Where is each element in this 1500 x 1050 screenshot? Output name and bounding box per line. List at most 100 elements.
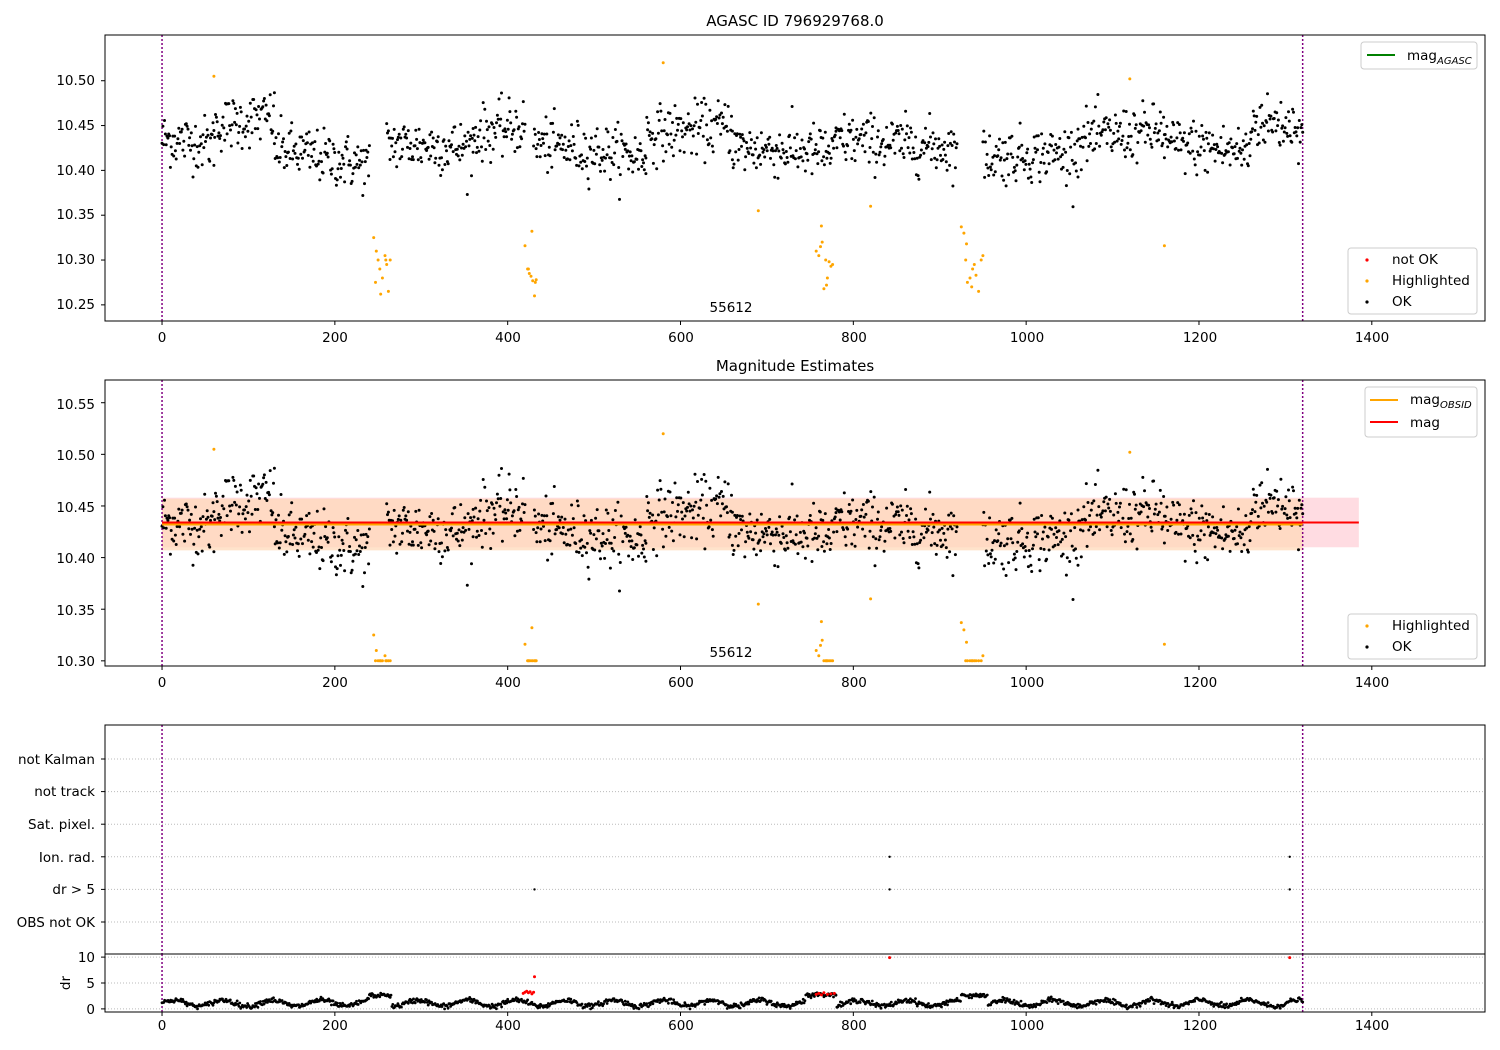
ok-point bbox=[894, 131, 898, 135]
ok-point bbox=[881, 138, 885, 141]
ok-point bbox=[1133, 113, 1136, 117]
ok-point bbox=[1128, 502, 1131, 506]
ok-point bbox=[561, 532, 564, 536]
highlighted-point bbox=[817, 654, 821, 658]
ok-point bbox=[202, 529, 206, 533]
highlighted-point bbox=[962, 231, 966, 235]
ok-point bbox=[605, 538, 609, 542]
ok-point bbox=[513, 150, 517, 153]
highlighted-point bbox=[374, 249, 378, 253]
ok-point bbox=[440, 541, 443, 545]
ok-point bbox=[1170, 140, 1174, 144]
ok-point bbox=[540, 132, 544, 136]
ok-point bbox=[1024, 162, 1028, 166]
ok-point bbox=[778, 515, 782, 519]
ok-point bbox=[696, 513, 700, 517]
ok-point bbox=[737, 532, 741, 535]
ok-point bbox=[262, 473, 266, 477]
ok-point bbox=[282, 552, 286, 556]
ok-point bbox=[551, 512, 555, 516]
ok-point bbox=[567, 139, 571, 143]
ok-point bbox=[355, 549, 359, 553]
dr-not-ok-point bbox=[825, 992, 829, 996]
dr-point bbox=[1296, 999, 1299, 1003]
ok-point bbox=[652, 526, 656, 530]
ok-point bbox=[440, 555, 444, 559]
dr-point bbox=[779, 1005, 783, 1009]
ok-point bbox=[548, 539, 552, 543]
mag-xtick-label: 600 bbox=[668, 675, 694, 691]
ok-point bbox=[1287, 119, 1291, 123]
ok-point bbox=[299, 537, 303, 541]
ok-point bbox=[393, 150, 397, 154]
ok-point bbox=[725, 124, 728, 128]
ok-point bbox=[668, 490, 672, 494]
ok-point bbox=[1021, 542, 1025, 546]
ok-point bbox=[633, 136, 637, 140]
ok-point bbox=[847, 503, 851, 506]
ok-point bbox=[1017, 529, 1021, 533]
ok-point bbox=[1073, 526, 1077, 530]
ok-point bbox=[902, 541, 906, 545]
ok-point bbox=[214, 115, 218, 119]
ok-point bbox=[360, 160, 364, 164]
ok-point bbox=[832, 146, 836, 150]
ok-point bbox=[1248, 154, 1252, 158]
ok-point bbox=[1229, 137, 1233, 141]
ok-point bbox=[616, 500, 620, 504]
ok-point bbox=[816, 548, 820, 552]
dr-point bbox=[757, 996, 761, 1000]
ok-point bbox=[346, 135, 350, 138]
ok-point bbox=[1076, 508, 1080, 512]
ok-point bbox=[878, 150, 882, 154]
ok-point bbox=[1163, 514, 1167, 518]
ok-point bbox=[250, 512, 254, 516]
ok-point bbox=[595, 508, 599, 512]
ok-point bbox=[1183, 172, 1187, 176]
ok-point bbox=[1080, 135, 1084, 139]
ok-point bbox=[869, 490, 873, 494]
ok-point bbox=[656, 488, 660, 492]
ok-point bbox=[228, 124, 232, 128]
dr-point bbox=[879, 1006, 883, 1010]
dr-point bbox=[530, 1000, 534, 1004]
highlighted-point bbox=[977, 289, 981, 293]
ok-point bbox=[1076, 563, 1080, 567]
agasc-xtick-label: 1400 bbox=[1355, 330, 1389, 346]
ok-point bbox=[168, 516, 172, 520]
ok-point bbox=[669, 514, 673, 518]
ok-point bbox=[1148, 507, 1151, 510]
ok-point bbox=[460, 530, 463, 534]
ok-point bbox=[478, 509, 482, 513]
ok-point bbox=[1266, 467, 1269, 471]
ok-point bbox=[1251, 109, 1255, 113]
dr-point bbox=[612, 997, 616, 1001]
ok-point bbox=[647, 515, 651, 519]
highlighted-point bbox=[384, 258, 388, 262]
ok-point bbox=[248, 530, 251, 534]
ok-point bbox=[503, 127, 507, 131]
ok-point bbox=[477, 149, 481, 153]
ok-point bbox=[1262, 504, 1266, 508]
ok-point bbox=[769, 156, 772, 160]
ok-point bbox=[1165, 124, 1169, 128]
ok-point bbox=[240, 530, 244, 534]
ok-point bbox=[593, 162, 597, 166]
ok-point bbox=[743, 168, 747, 172]
ok-point bbox=[823, 130, 827, 134]
ok-point bbox=[1226, 534, 1230, 538]
ok-point bbox=[859, 514, 863, 518]
ok-point bbox=[730, 158, 734, 162]
dr-point bbox=[412, 997, 415, 1001]
ok-point bbox=[992, 173, 996, 177]
flag-label-ion-rad: Ion. rad. bbox=[39, 850, 95, 866]
ok-point bbox=[1219, 518, 1223, 522]
ok-point bbox=[1295, 516, 1299, 520]
ok-point bbox=[219, 534, 223, 537]
ok-point bbox=[662, 129, 666, 133]
ok-point bbox=[385, 502, 389, 506]
ok-point bbox=[359, 533, 363, 537]
agasc-line-legend-box bbox=[1360, 41, 1478, 70]
ok-point bbox=[1064, 150, 1068, 154]
ok-point bbox=[401, 147, 404, 151]
